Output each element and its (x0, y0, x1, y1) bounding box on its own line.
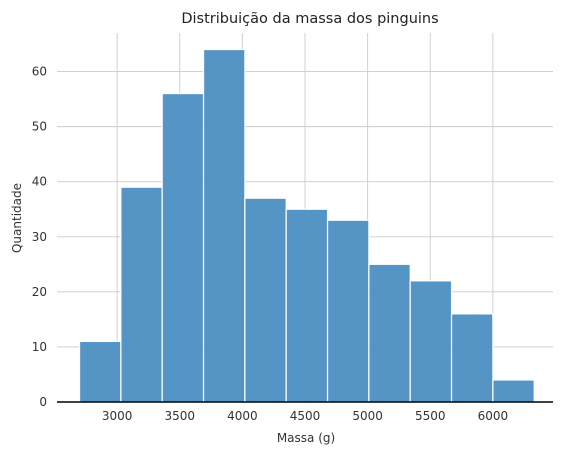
histogram-bar (409, 280, 453, 403)
y-tick-label: 10 (32, 340, 47, 354)
x-axis-label: Massa (g) (277, 431, 335, 445)
histogram-bar (202, 48, 246, 403)
x-tick-label: 3500 (164, 409, 195, 423)
x-tick-label: 3000 (102, 409, 133, 423)
x-tick-label: 5000 (352, 409, 383, 423)
y-tick-label: 50 (32, 120, 47, 134)
x-tick-label: 5500 (415, 409, 446, 423)
y-tick-label: 0 (39, 395, 47, 409)
histogram-bar (368, 263, 411, 403)
y-tick-label: 60 (32, 65, 47, 79)
x-tick-label: 6000 (478, 409, 509, 423)
x-tick-labels: 3000 3500 4000 4500 5000 5500 6000 (102, 409, 508, 423)
chart-title: Distribuição da massa dos pinguins (181, 11, 438, 27)
histogram-bar (120, 186, 163, 403)
y-tick-labels: 0 10 20 30 40 50 60 (32, 65, 47, 409)
x-tick-label: 4000 (227, 409, 258, 423)
histogram-bar (78, 340, 122, 403)
y-tick-label: 30 (32, 230, 47, 244)
histogram-bar (492, 379, 535, 403)
histogram-bar (450, 313, 494, 403)
x-tick-label: 4500 (290, 409, 321, 423)
histogram-bars (78, 48, 535, 403)
histogram-bar (161, 92, 205, 403)
y-tick-label: 40 (32, 175, 47, 189)
histogram-bar (244, 197, 287, 403)
y-axis-label: Quantidade (10, 183, 24, 253)
histogram-bar (326, 219, 370, 403)
histogram-bar (285, 208, 329, 403)
y-tick-label: 20 (32, 285, 47, 299)
